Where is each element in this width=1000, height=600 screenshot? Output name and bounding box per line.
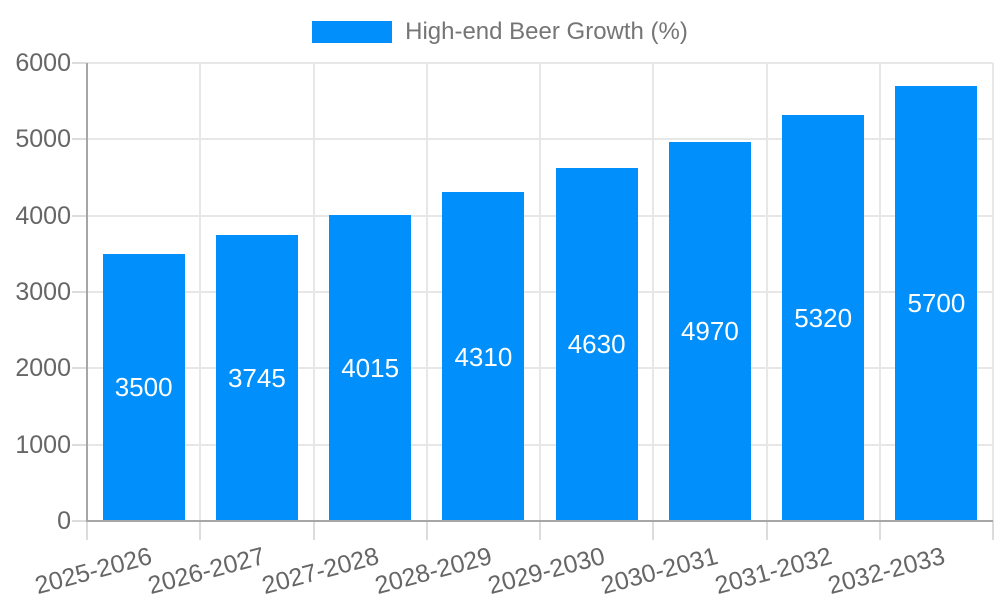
- x-axis-tick: [86, 521, 88, 540]
- bar[interactable]: [102, 253, 185, 521]
- bar-value-label: 3500: [114, 372, 173, 403]
- x-gridline: [652, 63, 655, 521]
- x-gridline: [765, 63, 768, 521]
- bar-value-label: 5320: [794, 302, 853, 333]
- x-gridline: [878, 63, 881, 521]
- x-axis-tick: [878, 521, 881, 540]
- x-axis-line: [87, 520, 993, 522]
- x-axis-tick: [425, 521, 428, 540]
- x-axis-tick: [992, 521, 994, 540]
- bar[interactable]: [555, 167, 638, 521]
- x-axis-tick: [765, 521, 768, 540]
- legend-swatch: [312, 21, 393, 43]
- y-axis-tick: [72, 62, 87, 64]
- bar-value-label: 4310: [454, 341, 513, 372]
- x-axis-label-text: 2032-2033: [824, 542, 948, 600]
- legend-label: High-end Beer Growth (%): [405, 18, 688, 45]
- bar-value-label: 5700: [907, 288, 966, 319]
- y-axis-tick: [72, 520, 87, 522]
- bar-value-label: 4015: [341, 352, 400, 383]
- bar[interactable]: [782, 114, 865, 521]
- x-axis-label-text: 2030-2031: [598, 542, 722, 600]
- x-axis-tick: [652, 521, 655, 540]
- x-axis-label-text: 2028-2029: [371, 542, 495, 600]
- x-axis-tick: [199, 521, 202, 540]
- y-axis-label: 2000: [15, 354, 71, 383]
- y-axis-tick: [72, 367, 87, 370]
- y-axis-label: 6000: [15, 49, 71, 77]
- y-axis-line: [86, 63, 88, 522]
- bar[interactable]: [215, 235, 298, 521]
- x-axis-label-text: 2025-2026: [32, 542, 155, 600]
- x-axis-tick: [539, 521, 541, 540]
- x-gridline: [425, 63, 428, 521]
- bar-value-label: 4630: [567, 329, 626, 360]
- bar[interactable]: [895, 85, 978, 521]
- y-axis-label: 5000: [15, 125, 71, 154]
- bar[interactable]: [668, 141, 751, 521]
- x-gridline: [992, 63, 994, 521]
- legend[interactable]: High-end Beer Growth (%): [0, 17, 1000, 47]
- y-axis-label: 0: [57, 507, 71, 535]
- bar[interactable]: [329, 214, 412, 521]
- x-axis-label-text: 2027-2028: [258, 542, 382, 600]
- y-axis-label: 4000: [15, 201, 71, 230]
- bar-value-label: 4970: [680, 316, 739, 347]
- y-axis-tick: [72, 291, 87, 293]
- bar[interactable]: [442, 192, 525, 521]
- x-gridline: [539, 63, 541, 521]
- bar-value-label: 3745: [227, 363, 286, 394]
- x-axis-label-text: 2026-2027: [145, 542, 269, 600]
- y-axis-tick: [72, 138, 87, 141]
- x-gridline: [312, 63, 315, 521]
- y-axis-label: 3000: [15, 278, 71, 306]
- x-axis-label-text: 2031-2032: [711, 542, 835, 600]
- y-axis-label: 1000: [15, 430, 71, 459]
- x-axis-tick: [312, 521, 315, 540]
- x-axis-label-text: 2029-2030: [485, 542, 608, 600]
- y-axis-tick: [72, 443, 87, 446]
- y-axis-tick: [72, 214, 87, 217]
- x-gridline: [199, 63, 202, 521]
